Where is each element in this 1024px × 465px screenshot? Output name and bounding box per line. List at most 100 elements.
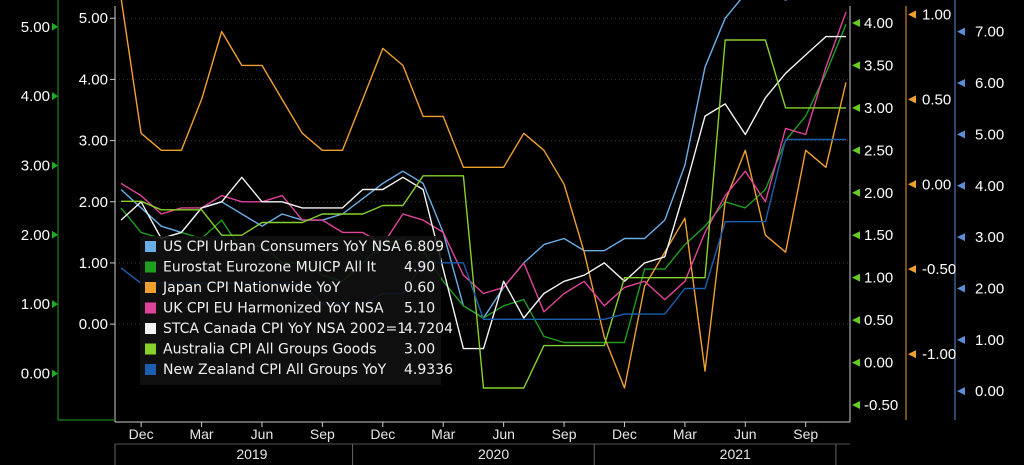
grid-lines — [115, 17, 850, 325]
australia-axis-tick-arrow — [852, 273, 860, 282]
x-year-label: 2020 — [478, 446, 509, 462]
newzealand-axis-tick-label: 0.00 — [975, 383, 1004, 400]
legend-swatch — [145, 241, 156, 252]
newzealand-axis-tick-arrow — [957, 181, 965, 190]
left-inner-tick-label: 4.00 — [79, 71, 108, 88]
japan-axis-tick-label: -1.00 — [922, 346, 956, 363]
legend-series-name: US CPI Urban Consumers YoY NSA — [163, 239, 401, 255]
left-outer-tick-arrow — [52, 369, 58, 378]
japan-axis-tick-label: -0.50 — [922, 261, 956, 278]
series-line-5 — [121, 39, 846, 389]
series-line-2 — [120, 0, 847, 389]
newzealand-axis-tick-label: 4.00 — [975, 178, 1004, 195]
x-year-label: 2019 — [236, 446, 267, 462]
newzealand-axis-tick-label: 1.00 — [975, 332, 1004, 349]
legend-series-name: Australia CPI All Groups Goods — [163, 342, 377, 358]
japan-axis-tick-label: 0.50 — [922, 91, 951, 108]
legend-series-name: Japan CPI Nationwide YoY — [162, 280, 341, 296]
newzealand-axis-tick-arrow — [957, 284, 965, 293]
legend-series-value: 4.9336 — [404, 362, 453, 378]
legend-series-value: 0.60 — [404, 280, 435, 296]
newzealand-axis-tick-label: 2.00 — [975, 280, 1004, 297]
left-outer-tick-arrow — [52, 92, 58, 101]
japan-axis-tick-arrow — [908, 180, 916, 189]
legend-series-value: 3.00 — [404, 342, 435, 358]
australia-axis-tick-arrow — [852, 316, 860, 325]
newzealand-axis-tick-label: 3.00 — [975, 229, 1004, 246]
series-line-4 — [120, 35, 846, 350]
legend-series-value: 4.7204 — [404, 321, 453, 337]
legend-series-name: STCA Canada CPI YoY NSA 2002=1 — [163, 321, 406, 337]
x-tick-label: Jun — [734, 426, 757, 442]
x-tick-label: Dec — [370, 426, 395, 442]
australia-axis-tick-label: 0.50 — [864, 312, 893, 329]
australia-axis-tick-label: 3.00 — [864, 100, 893, 117]
legend-series-name: New Zealand CPI All Groups YoY — [163, 362, 387, 378]
newzealand-axis-tick-arrow — [957, 335, 965, 344]
left-axis-ticks: 5.00 4.00 3.00 2.00 1.00 0.00 5.00 4.00 3.00 2.00… — [21, 10, 115, 382]
legend-series-name: Eurostat Eurozone MUICP All It — [163, 260, 377, 276]
australia-axis-tick-label: 0.00 — [864, 355, 893, 372]
legend-series-name: UK CPI EU Harmonized YoY NSA — [163, 301, 384, 317]
australia-axis-tick-label: 1.50 — [864, 227, 893, 244]
left-inner-tick-label: 0.00 — [79, 316, 108, 333]
series-line-3 — [120, 11, 847, 313]
australia-axis-tick-arrow — [852, 18, 860, 27]
x-tick-label: Sep — [310, 426, 335, 442]
japan-axis-tick-label: 1.00 — [922, 6, 951, 23]
australia-axis-tick-arrow — [852, 103, 860, 112]
left-outer-tick-label: 3.00 — [21, 157, 50, 174]
japan-axis-tick-label: 0.00 — [922, 176, 951, 193]
australia-axis-tick-label: 3.50 — [864, 57, 893, 74]
left-outer-tick-arrow — [52, 161, 58, 170]
australia-axis-tick-label: 4.00 — [864, 15, 893, 32]
x-tick-label: Jun — [492, 426, 515, 442]
australia-axis-tick-arrow — [852, 358, 860, 367]
australia-axis-tick-label: 2.50 — [864, 142, 893, 159]
newzealand-axis-tick-label: 6.00 — [975, 75, 1004, 92]
left-inner-tick-label: 3.00 — [79, 133, 108, 150]
left-inner-tick-label: 1.00 — [79, 255, 108, 272]
left-inner-tick-label: 5.00 — [79, 10, 108, 27]
left-outer-tick-label: 1.00 — [21, 296, 50, 313]
australia-axis-tick-arrow — [852, 401, 860, 410]
x-tick-label: Sep — [793, 426, 818, 442]
newzealand-axis-tick-arrow — [957, 387, 965, 396]
legend-series-value: 6.809 — [404, 239, 444, 255]
left-outer-tick-arrow — [52, 22, 58, 31]
left-outer-tick-label: 0.00 — [21, 365, 50, 382]
japan-axis-tick-arrow — [908, 10, 916, 19]
newzealand-axis-tick-arrow — [957, 130, 965, 139]
japan-axis-tick-arrow — [908, 350, 916, 359]
legend-series-value: 5.10 — [404, 301, 435, 317]
newzealand-axis-tick-label: 7.00 — [975, 24, 1004, 41]
x-tick-label: Mar — [431, 426, 455, 442]
x-tick-label: Mar — [189, 426, 213, 442]
left-outer-tick-arrow — [52, 300, 58, 309]
australia-axis-tick-arrow — [852, 188, 860, 197]
australia-axis-tick-label: -0.50 — [864, 397, 898, 414]
legend: US CPI Urban Consumers YoY NSA 6.809 Euros… — [140, 236, 453, 385]
australia-axis-tick-arrow — [852, 231, 860, 240]
legend-series-value: 4.90 — [404, 260, 435, 276]
japan-axis-tick-arrow — [908, 265, 916, 274]
left-inner-tick-label: 2.00 — [79, 194, 108, 211]
legend-swatch — [145, 364, 156, 375]
legend-swatch — [145, 282, 156, 293]
left-outer-tick-arrow — [52, 230, 58, 239]
legend-swatch — [145, 261, 156, 273]
japan-axis-tick-arrow — [908, 95, 916, 104]
right-axis-ticks: 4.00 3.50 3.00 2.50 2.00 1.50 1.00 0.50 0.00 -0.5… — [852, 6, 1004, 414]
australia-axis-tick-label: 2.00 — [864, 185, 893, 202]
newzealand-axis-tick-arrow — [957, 79, 965, 88]
x-tick-label: Mar — [673, 426, 697, 442]
legend-swatch — [145, 302, 156, 314]
australia-axis-tick-label: 1.00 — [864, 270, 893, 287]
x-year-label: 2021 — [720, 446, 751, 462]
legend-swatch — [145, 343, 156, 355]
legend-swatch — [145, 323, 156, 334]
left-outer-tick-label: 4.00 — [21, 88, 50, 105]
australia-axis-tick-arrow — [852, 61, 860, 70]
x-tick-label: Dec — [129, 426, 154, 442]
